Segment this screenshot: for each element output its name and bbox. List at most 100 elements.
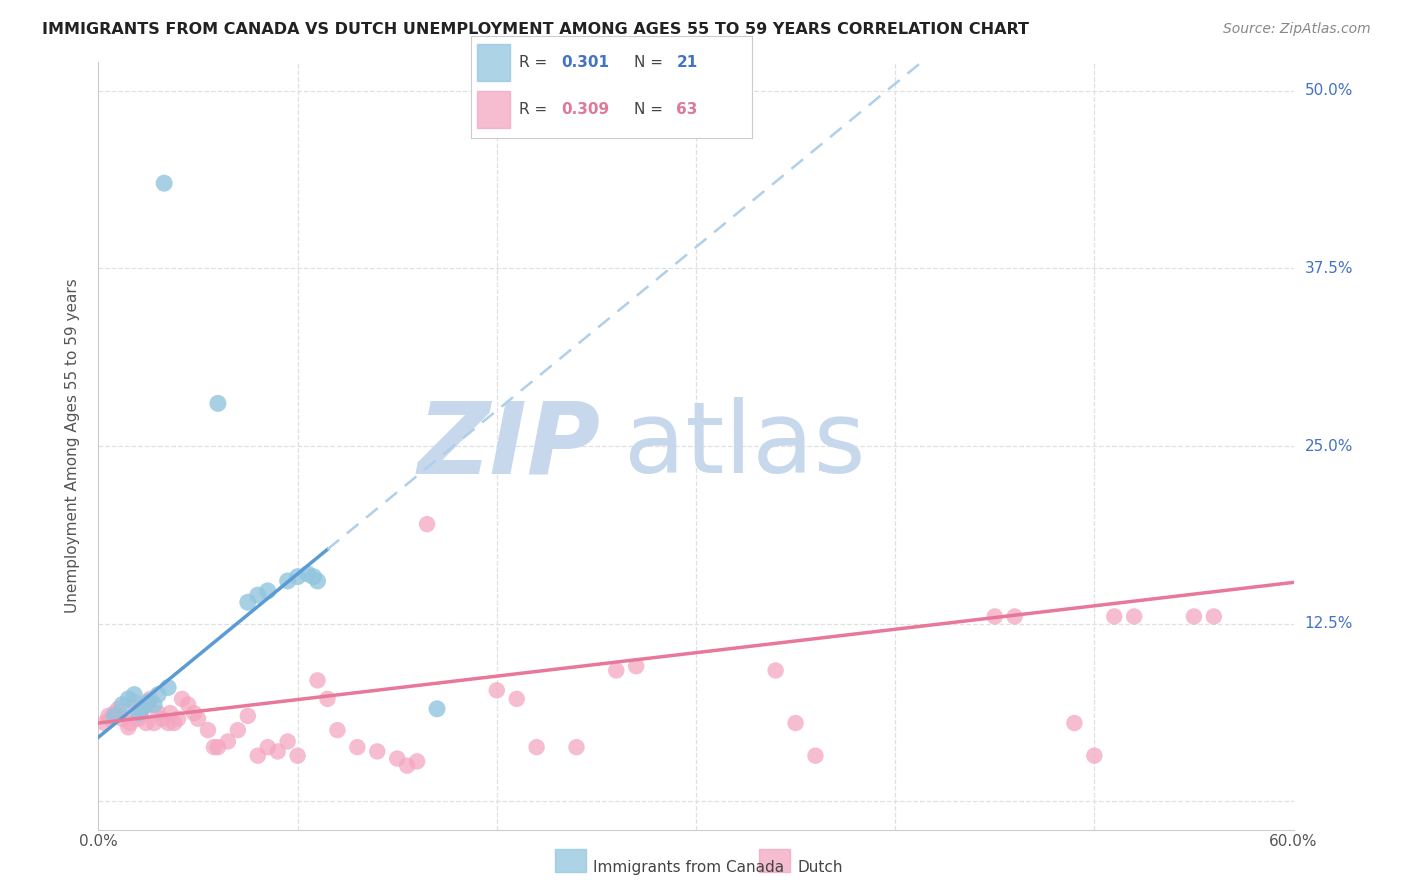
Text: 37.5%: 37.5% xyxy=(1305,261,1353,276)
Text: 0.309: 0.309 xyxy=(561,102,609,117)
Point xyxy=(785,716,807,731)
Point xyxy=(1063,716,1085,731)
Point xyxy=(426,702,449,716)
Point xyxy=(202,740,225,755)
Point xyxy=(150,712,173,726)
Text: IMMIGRANTS FROM CANADA VS DUTCH UNEMPLOYMENT AMONG AGES 55 TO 59 YEARS CORRELATI: IMMIGRANTS FROM CANADA VS DUTCH UNEMPLOY… xyxy=(42,22,1029,37)
Point xyxy=(804,748,827,763)
Text: Dutch: Dutch xyxy=(797,860,842,874)
Point xyxy=(157,716,180,731)
Point xyxy=(1182,609,1205,624)
Text: 0.301: 0.301 xyxy=(561,54,609,70)
Point xyxy=(103,709,125,723)
Point xyxy=(287,570,309,584)
Point xyxy=(107,702,129,716)
Point xyxy=(159,706,181,720)
Point xyxy=(148,688,170,702)
Text: Immigrants from Canada: Immigrants from Canada xyxy=(593,860,785,874)
Point xyxy=(157,681,180,695)
Point xyxy=(207,740,229,755)
Point xyxy=(1083,748,1105,763)
Point xyxy=(506,691,529,706)
Point xyxy=(226,723,249,738)
Point xyxy=(765,664,787,678)
Point xyxy=(197,723,219,738)
Point xyxy=(136,695,159,709)
Point xyxy=(297,566,319,581)
Text: R =: R = xyxy=(519,54,553,70)
Point xyxy=(143,716,166,731)
Point xyxy=(246,748,269,763)
Point xyxy=(120,716,142,731)
Point xyxy=(1004,609,1026,624)
Point xyxy=(256,740,278,755)
Point xyxy=(605,664,627,678)
Point xyxy=(167,712,190,726)
Point xyxy=(626,659,648,673)
Text: 63: 63 xyxy=(676,102,697,117)
Text: N =: N = xyxy=(634,102,668,117)
Point xyxy=(183,706,205,720)
Point xyxy=(277,574,299,588)
Point xyxy=(236,709,259,723)
Text: 21: 21 xyxy=(676,54,697,70)
Point xyxy=(124,695,146,709)
Point xyxy=(207,396,229,410)
Point xyxy=(287,748,309,763)
Text: N =: N = xyxy=(634,54,668,70)
Point xyxy=(246,588,269,602)
Text: Source: ZipAtlas.com: Source: ZipAtlas.com xyxy=(1223,22,1371,37)
Point xyxy=(135,716,157,731)
Point xyxy=(396,758,419,772)
Point xyxy=(111,712,134,726)
Text: ZIP: ZIP xyxy=(418,398,600,494)
Point xyxy=(131,702,153,716)
Text: 25.0%: 25.0% xyxy=(1305,439,1353,453)
Bar xyxy=(477,91,510,128)
Point xyxy=(302,570,325,584)
Point xyxy=(406,755,429,769)
Point xyxy=(984,609,1007,624)
Text: 50.0%: 50.0% xyxy=(1305,83,1353,98)
Point xyxy=(267,744,290,758)
Point xyxy=(93,716,115,731)
Point xyxy=(143,698,166,712)
Text: 12.5%: 12.5% xyxy=(1305,616,1353,631)
Point xyxy=(172,691,194,706)
Point xyxy=(129,706,152,720)
Point xyxy=(111,698,134,712)
Point xyxy=(117,691,139,706)
Point xyxy=(385,751,409,765)
Y-axis label: Unemployment Among Ages 55 to 59 years: Unemployment Among Ages 55 to 59 years xyxy=(65,278,80,614)
Point xyxy=(136,698,159,712)
Point xyxy=(565,740,588,755)
Point xyxy=(416,517,439,532)
Point xyxy=(485,683,508,698)
Point xyxy=(97,709,120,723)
Point xyxy=(316,691,339,706)
Point xyxy=(217,734,239,748)
Point xyxy=(307,574,329,588)
Point xyxy=(163,716,186,731)
Point xyxy=(1202,609,1225,624)
Point xyxy=(256,583,278,598)
Point xyxy=(127,706,149,720)
Point xyxy=(236,595,259,609)
Point xyxy=(346,740,368,755)
Point xyxy=(124,688,146,702)
Point xyxy=(139,691,162,706)
Point xyxy=(127,712,149,726)
Text: R =: R = xyxy=(519,102,553,117)
Bar xyxy=(477,44,510,81)
Point xyxy=(277,734,299,748)
Point xyxy=(98,712,122,726)
Point xyxy=(177,698,200,712)
Point xyxy=(1123,609,1146,624)
Point xyxy=(1104,609,1126,624)
Point xyxy=(117,720,139,734)
Point xyxy=(148,706,170,720)
Point xyxy=(307,673,329,688)
Point xyxy=(103,706,125,720)
Point xyxy=(153,176,176,190)
Point xyxy=(326,723,349,738)
